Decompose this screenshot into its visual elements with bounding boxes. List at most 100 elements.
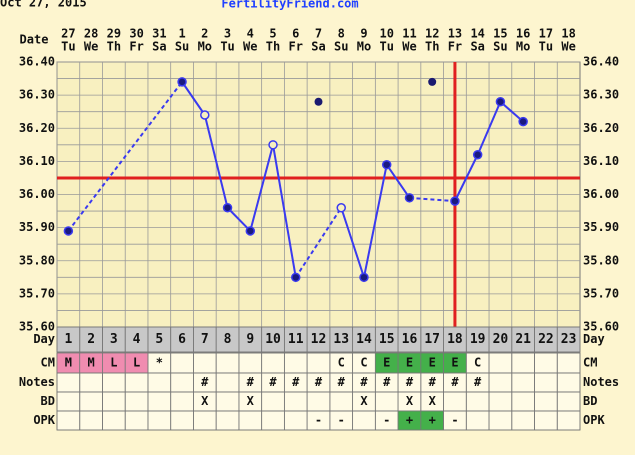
cell-text: C <box>474 356 481 370</box>
cell-text: # <box>292 375 300 389</box>
date-label: 9 <box>360 27 367 41</box>
cell-text: # <box>451 375 459 389</box>
date-label: 4 <box>247 27 254 41</box>
date-label: 28 <box>84 27 98 41</box>
y-tick-label: 36.00 <box>19 187 55 201</box>
line-segment <box>67 81 183 232</box>
site-name: FertilityFriend.com <box>221 0 358 11</box>
cell-text: E <box>383 356 390 370</box>
cell-text: C <box>338 356 345 370</box>
date-label: 13 <box>448 27 462 41</box>
table-cell <box>556 326 581 353</box>
date-label: 3 <box>224 27 231 41</box>
row-label-right: OPK <box>583 413 605 427</box>
y-tick-label-right: 35.60 <box>583 320 619 334</box>
cell-text: M <box>65 356 72 370</box>
y-tick-label-right: 35.90 <box>583 220 619 234</box>
y-tick-label-right: 36.00 <box>583 187 619 201</box>
y-tick-label-right: 36.30 <box>583 88 619 102</box>
date-label: 16 <box>516 27 530 41</box>
line-segment <box>454 154 479 202</box>
cell-text: L <box>110 356 117 370</box>
row-label-right: CM <box>583 356 597 370</box>
weekday-label: Th <box>266 40 280 54</box>
cell-text: E <box>451 356 458 370</box>
cell-text: 17 <box>424 332 440 347</box>
cell-text: # <box>474 375 482 389</box>
date-label: 17 <box>539 27 553 41</box>
y-tick-label: 36.40 <box>19 55 55 69</box>
cell-text: X <box>406 394 414 408</box>
temp-point <box>268 140 278 150</box>
date-label: 8 <box>338 27 345 41</box>
y-tick-label-right: 36.20 <box>583 121 619 135</box>
temp-point <box>450 196 460 206</box>
excluded-point <box>314 97 323 106</box>
weekday-label: Mo <box>198 40 212 54</box>
cell-text: 7 <box>201 332 209 347</box>
cell-text: # <box>429 375 437 389</box>
line-segment <box>476 101 502 156</box>
cell-text: 9 <box>246 332 254 347</box>
row-label: CM <box>41 356 55 370</box>
line-segment <box>409 196 456 203</box>
y-tick-label-right: 35.80 <box>583 253 619 267</box>
chart-date: Oct 27, 2015 <box>0 0 87 10</box>
cell-text: E <box>406 356 413 370</box>
temp-point <box>291 272 301 283</box>
cell-text: # <box>383 375 391 389</box>
weekday-label: Tu <box>379 40 393 54</box>
row-label: OPK <box>33 413 55 427</box>
weekday-label: Su <box>493 40 507 54</box>
temp-point <box>222 203 233 213</box>
table-row <box>56 391 581 412</box>
date-label: 7 <box>315 27 322 41</box>
cell-text: 11 <box>288 332 304 347</box>
y-tick-label-right: 35.70 <box>583 286 619 300</box>
weekday-label: Th <box>425 40 439 54</box>
weekday-label: Tu <box>220 40 234 54</box>
date-label: 10 <box>379 27 393 41</box>
temp-point <box>381 159 392 170</box>
y-tick-label: 36.20 <box>19 121 55 135</box>
weekday-label: We <box>84 40 98 54</box>
cell-text: 13 <box>333 332 349 347</box>
cell-text: X <box>429 394 437 408</box>
row-label-right: Notes <box>583 375 619 389</box>
y-tick-label: 35.80 <box>19 253 55 267</box>
temp-point <box>404 193 415 203</box>
line-segment <box>226 207 251 232</box>
table-cell <box>556 410 581 431</box>
y-tick-label: 36.10 <box>19 154 55 168</box>
cell-text: # <box>338 375 346 389</box>
cell-text: - <box>315 413 322 427</box>
date-label: 18 <box>561 27 575 41</box>
weekday-label: We <box>561 40 575 54</box>
date-label: 29 <box>107 27 121 41</box>
temp-point <box>63 226 74 236</box>
weekday-label: Sa <box>311 40 325 54</box>
date-label: 30 <box>129 27 143 41</box>
cell-text: 18 <box>447 332 463 347</box>
cell-text: 16 <box>402 332 418 347</box>
cell-text: X <box>247 394 255 408</box>
line-segment <box>499 100 524 123</box>
cell-text: - <box>383 413 390 427</box>
weekday-label: Tu <box>539 40 553 54</box>
cell-text: # <box>315 375 323 389</box>
y-tick-label: 35.60 <box>19 320 55 334</box>
temp-point <box>518 116 528 127</box>
table-row <box>56 326 581 353</box>
row-label: Day <box>33 332 55 346</box>
cell-text: 4 <box>133 332 141 347</box>
line-segment <box>340 207 365 278</box>
weekday-label: Su <box>175 40 189 54</box>
cell-text: 12 <box>311 332 327 347</box>
temp-point <box>200 110 210 120</box>
cell-text: 5 <box>155 332 163 347</box>
line-segment <box>181 81 206 116</box>
cell-text: + <box>406 413 413 427</box>
cell-text: * <box>156 356 163 370</box>
row-label: Notes <box>19 375 55 389</box>
temp-point <box>245 226 256 236</box>
